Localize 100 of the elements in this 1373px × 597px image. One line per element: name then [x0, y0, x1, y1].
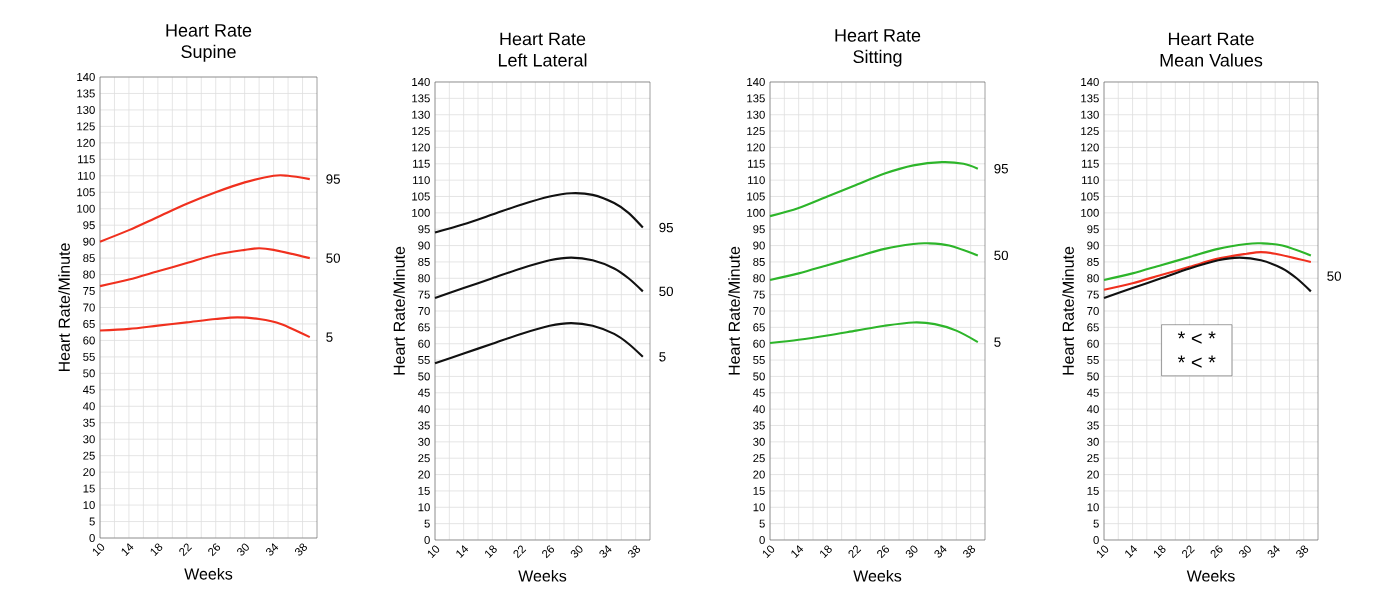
y-tick-label: 35: [1087, 421, 1099, 430]
y-tick-label: 65: [418, 323, 430, 332]
y-tick-label: 80: [753, 274, 765, 283]
y-tick-label: 15: [753, 486, 765, 495]
y-tick-label: 5: [424, 519, 430, 528]
x-tick-label: 30: [905, 545, 918, 558]
x-tick-label: 34: [934, 545, 947, 558]
x-tick-label: 30: [570, 545, 583, 558]
x-tick-label: 26: [208, 543, 221, 557]
y-tick-label: 85: [1087, 257, 1099, 266]
x-tick-label: 26: [1210, 545, 1223, 559]
series-label: 5: [659, 352, 666, 362]
y-tick-label: 100: [747, 208, 765, 217]
y-tick-label: 5: [1093, 519, 1099, 528]
y-tick-label: 80: [418, 274, 430, 283]
chart-subtitle: Sitting: [853, 49, 902, 67]
y-tick-label: 15: [1087, 486, 1099, 495]
x-tick-label: 30: [1239, 545, 1251, 558]
series-label: 50: [659, 286, 674, 297]
y-tick-label: 95: [753, 225, 765, 234]
annotation: * < *: [1177, 331, 1216, 344]
chart-subtitle: Supine: [181, 44, 236, 62]
y-tick-label: 60: [418, 339, 430, 348]
y-tick-label: 115: [1082, 159, 1099, 168]
y-axis-title: Heart Rate/Minute: [728, 246, 740, 375]
y-tick-label: 120: [412, 143, 430, 152]
y-tick-label: 100: [77, 204, 95, 213]
y-tick-label: 30: [83, 435, 95, 444]
x-axis-title: Weeks: [1186, 569, 1235, 582]
y-tick-label: 45: [1086, 388, 1099, 397]
y-tick-label: 90: [83, 237, 95, 246]
y-tick-label: 105: [412, 192, 430, 201]
chart-title: Heart Rate: [835, 29, 921, 42]
y-tick-label: 105: [77, 188, 95, 197]
line-series: [768, 242, 979, 281]
x-axis-title: Weeks: [518, 569, 567, 582]
y-tick-label: 0: [1093, 536, 1099, 545]
x-tick-label: 18: [485, 545, 497, 559]
y-tick-label: 40: [417, 405, 430, 414]
y-tick-label: 10: [418, 503, 430, 512]
y-tick-label: 35: [418, 421, 430, 430]
y-tick-label: 50: [83, 369, 95, 378]
series-label: 5: [326, 332, 333, 342]
y-tick-label: 30: [1087, 437, 1099, 446]
y-tick-label: 110: [78, 171, 95, 180]
x-axis-title: Weeks: [853, 569, 902, 582]
x-axis-title: Weeks: [184, 567, 233, 580]
y-tick-label: 15: [418, 486, 430, 495]
y-tick-label: 125: [77, 122, 95, 131]
y-tick-label: 0: [424, 536, 430, 545]
y-tick-label: 140: [412, 77, 430, 86]
y-tick-label: 20: [418, 470, 430, 479]
y-tick-label: 20: [753, 470, 765, 479]
y-tick-label: 110: [413, 176, 430, 185]
annotation: * < *: [1177, 355, 1216, 368]
y-tick-label: 140: [747, 77, 765, 86]
y-tick-label: 100: [1081, 208, 1099, 217]
y-tick-label: 20: [1087, 470, 1099, 479]
chart-subtitle: Mean Values: [1160, 53, 1263, 67]
x-tick-label: 26: [877, 545, 890, 559]
y-tick-label: 75: [83, 287, 95, 295]
y-tick-label: 25: [1087, 454, 1099, 463]
line-series: [433, 256, 644, 299]
x-tick-label: 26: [542, 545, 555, 559]
y-axis-title: Heart Rate/Minute: [58, 243, 70, 372]
y-tick-label: 30: [753, 437, 765, 446]
y-tick-label: 65: [1087, 323, 1099, 332]
chart-subtitle: Left Lateral: [498, 53, 587, 67]
y-tick-label: 10: [753, 503, 765, 512]
y-tick-label: 140: [77, 73, 95, 81]
y-tick-label: 90: [753, 241, 765, 250]
chart-title: Heart Rate: [500, 32, 586, 46]
y-tick-label: 35: [753, 421, 765, 430]
y-tick-label: 105: [1081, 192, 1099, 201]
chart-title: Heart Rate: [1168, 32, 1254, 46]
y-tick-label: 80: [83, 270, 95, 279]
x-tick-label: 14: [791, 545, 804, 558]
y-tick-label: 115: [413, 159, 430, 168]
y-tick-label: 135: [747, 94, 765, 103]
y-tick-label: 120: [1081, 143, 1099, 152]
x-tick-label: 30: [237, 543, 249, 556]
y-tick-label: 60: [1087, 339, 1099, 348]
x-tick-label: 34: [266, 543, 279, 556]
y-tick-label: 125: [747, 127, 765, 136]
x-tick-label: 22: [513, 545, 527, 559]
y-tick-label: 20: [83, 468, 95, 477]
y-tick-label: 0: [89, 534, 95, 543]
y-tick-label: 85: [83, 254, 95, 263]
chart-title: Heart Rate: [166, 24, 252, 37]
y-tick-label: 85: [753, 257, 765, 266]
y-tick-label: 25: [83, 451, 95, 460]
x-tick-label: 38: [1296, 545, 1309, 558]
y-tick-label: 105: [747, 192, 765, 201]
line-series: [768, 161, 979, 218]
y-tick-label: 115: [748, 159, 765, 168]
y-tick-label: 70: [418, 307, 430, 315]
y-tick-label: 65: [753, 323, 765, 332]
y-tick-label: 55: [418, 356, 430, 365]
y-tick-label: 45: [82, 385, 95, 394]
y-tick-label: 140: [1081, 77, 1099, 86]
